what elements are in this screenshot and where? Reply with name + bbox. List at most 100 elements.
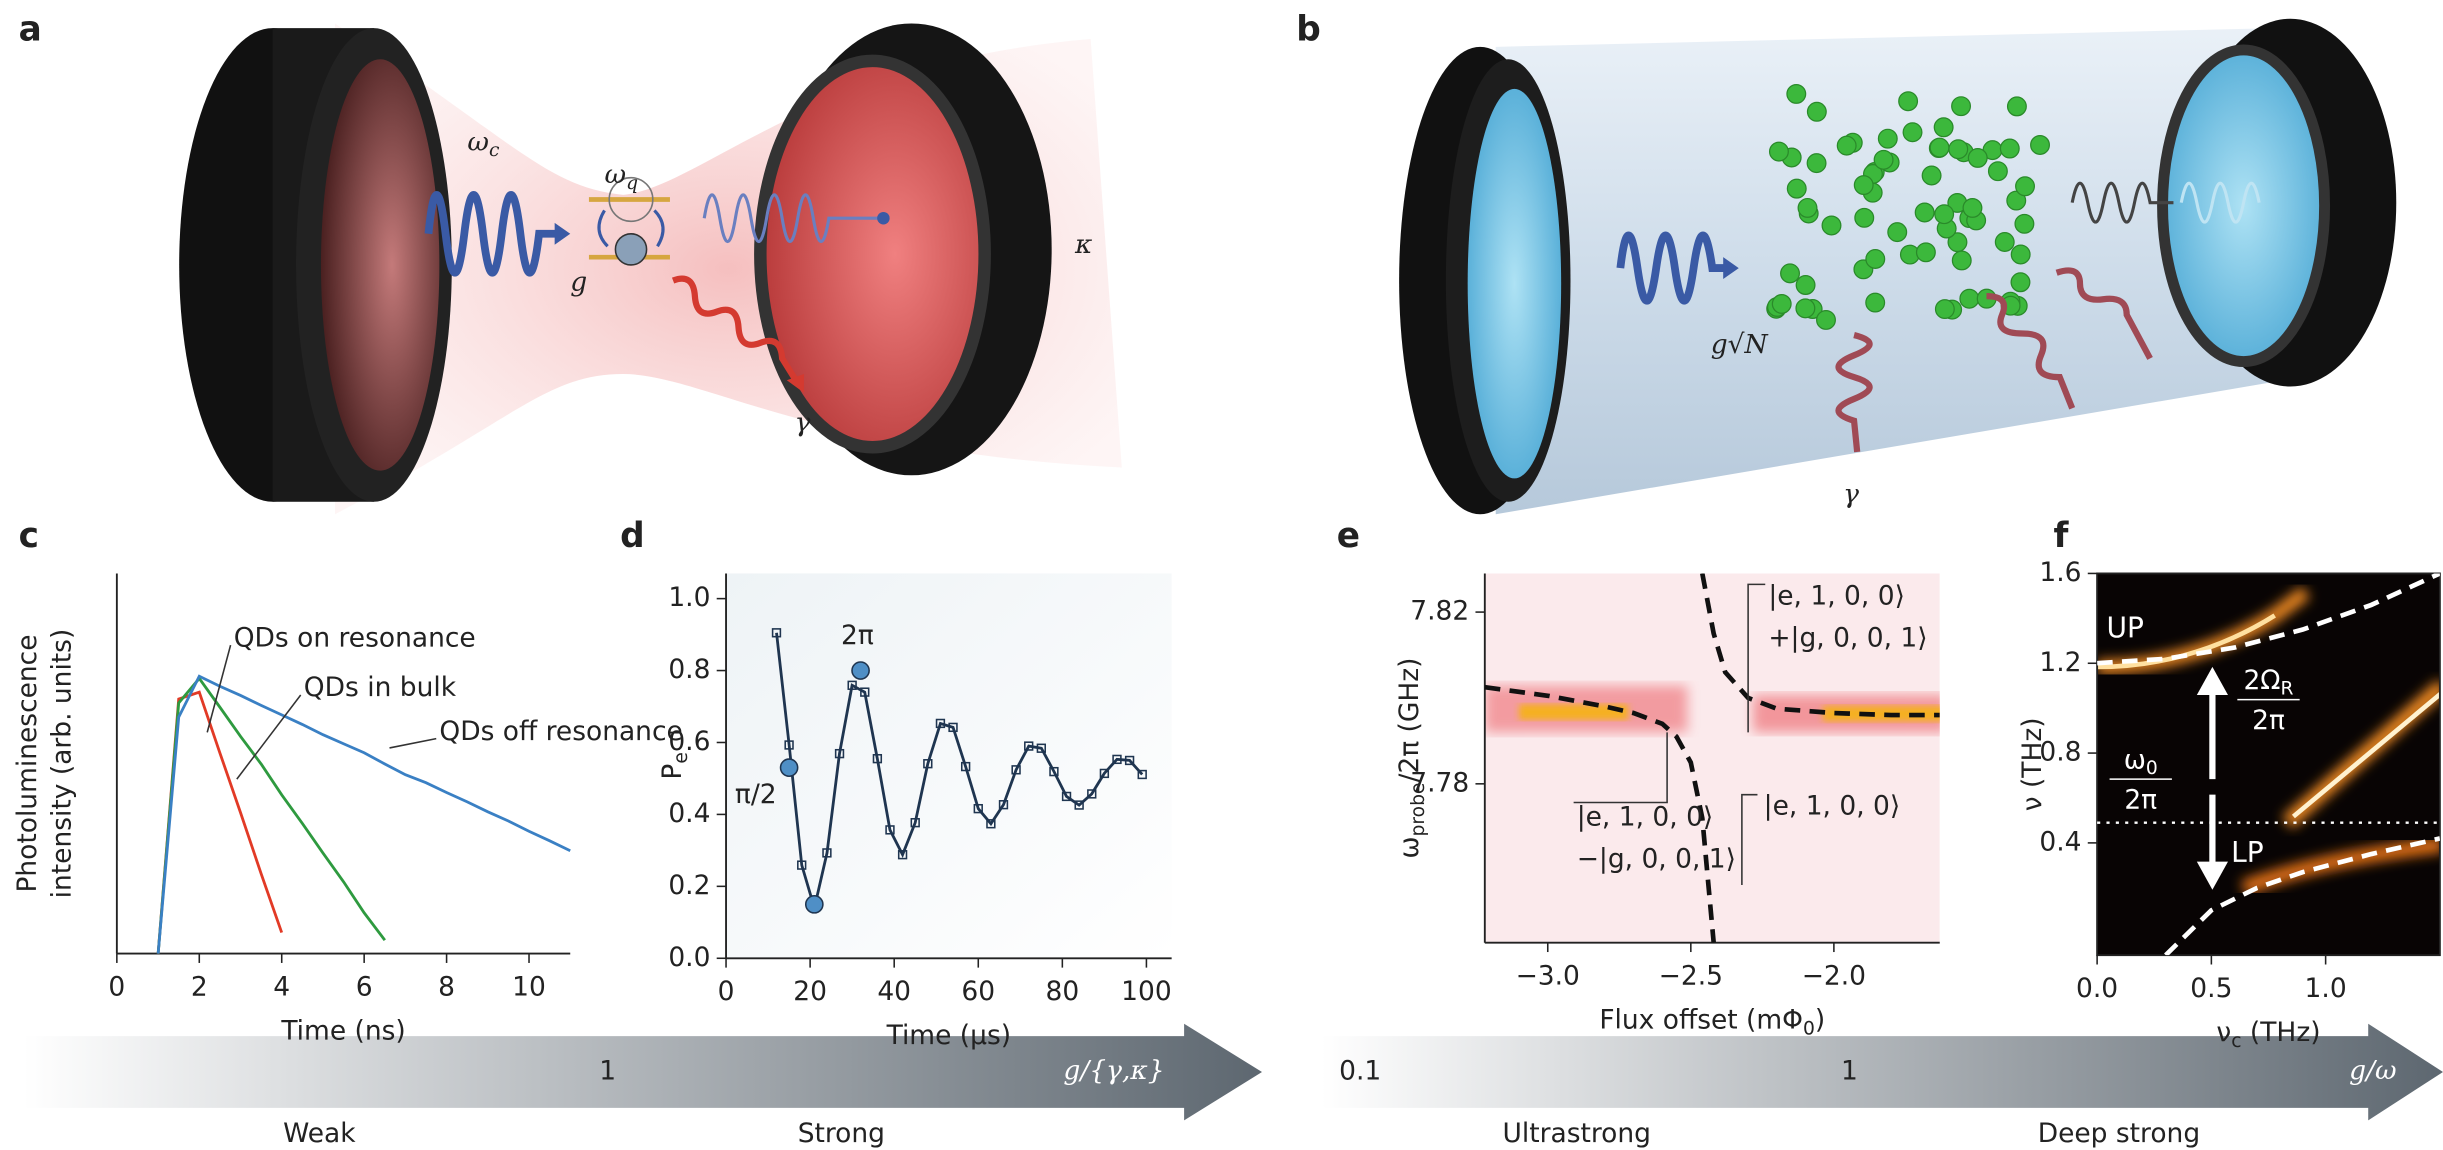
atom — [1934, 118, 1953, 137]
atom — [2016, 177, 2035, 196]
branch-label: UP — [2106, 612, 2143, 645]
atom — [1952, 97, 1971, 116]
regime-label: Weak — [283, 1118, 356, 1149]
panel-label: a — [19, 10, 42, 50]
label-part: ω — [2124, 744, 2146, 775]
subscript: 0 — [2146, 758, 2158, 779]
state-label: |e, 1, 0, 0⟩ — [1764, 791, 1901, 822]
atom — [1935, 205, 1954, 224]
diagram-b: g√N γ — [1399, 19, 2396, 514]
atom — [1874, 150, 1893, 169]
x-tick-label: 2 — [191, 971, 208, 1002]
state-label: +|g, 0, 0, 1⟩ — [1768, 622, 1927, 653]
x-tick-label: 8 — [438, 971, 455, 1002]
atom — [1936, 300, 1955, 319]
omega-c: ωc — [467, 126, 500, 161]
state-label: |e, 1, 0, 0⟩ — [1577, 802, 1714, 833]
wave-end — [877, 212, 889, 224]
coupling-g: g — [570, 267, 587, 298]
atom — [1952, 251, 1971, 270]
y-axis-label: intensity (arb. units) — [46, 629, 77, 899]
x-tick-label: 0.5 — [2190, 973, 2232, 1004]
atom — [1854, 176, 1873, 195]
atom — [1995, 233, 2014, 252]
atom — [1837, 136, 1856, 155]
x-axis-label: Time (μs) — [886, 1020, 1011, 1051]
atom — [1949, 140, 1968, 159]
gamma: γ — [1843, 479, 1859, 510]
atom — [1888, 223, 1907, 242]
fraction-denominator: 2π — [2124, 784, 2157, 815]
y-axis-label: ωprobe/2π (GHz) — [1394, 657, 1429, 858]
subscript: c — [489, 140, 500, 161]
y-axis-label: Photoluminescence — [12, 634, 43, 892]
page: Cavity coupling regimes html, body { mar… — [0, 0, 2443, 1150]
figure: ωc ωq g κ γ g√N γ — [0, 0, 2443, 1150]
y-tick-label: 0.8 — [668, 654, 710, 685]
label-part: Time (ns) — [280, 1015, 405, 1046]
body: { "panel_labels": ["a", "b", "c", "d", "… — [0, 0, 2443, 1150]
x-axis-label: Time (ns) — [280, 1015, 405, 1046]
highlight-point — [806, 896, 823, 913]
scale-axis-label: g/ω — [2349, 1055, 2396, 1086]
atom — [2008, 97, 2027, 116]
kappa: κ — [1074, 229, 1092, 260]
subscript: probe — [1407, 783, 1428, 837]
fraction-denominator: 2π — [2252, 705, 2285, 736]
mirror-glass — [1468, 89, 1561, 479]
regime-label: Deep strong — [2038, 1118, 2200, 1149]
y-tick-label: 1.6 — [2039, 557, 2081, 588]
coupling-label: g√N — [1711, 329, 1769, 360]
x-axis-label: Flux offset (mΦ0) — [1599, 1004, 1825, 1039]
y-tick-label: 0.2 — [668, 870, 710, 901]
label-part: intensity (arb. units) — [46, 629, 77, 899]
regime-label: Strong — [798, 1118, 885, 1149]
label-part: Flux offset (mΦ — [1599, 1004, 1803, 1035]
atom — [2011, 245, 2030, 264]
y-tick-label: 7.82 — [1410, 596, 1469, 627]
label-part: ν — [2216, 1017, 2231, 1048]
x-tick-label: 80 — [1046, 976, 1080, 1007]
regime-label: Ultrastrong — [1503, 1118, 1651, 1149]
y-axis-label: ν (THz) — [2017, 717, 2048, 811]
atom — [1807, 154, 1826, 173]
label-part: ) — [1815, 1004, 1825, 1035]
x-tick-label: −2.5 — [1659, 960, 1723, 991]
x-axis-label: νc (THz) — [2216, 1017, 2320, 1052]
y-axis-label: Pe — [657, 752, 692, 779]
x-tick-label: 0 — [108, 971, 125, 1002]
y-tick-label: 1.0 — [668, 582, 710, 613]
subscript: R — [2281, 678, 2294, 699]
diagram-a: ωc ωq g κ γ — [179, 23, 1122, 514]
highlight-point — [781, 759, 798, 776]
label-part: (THz) — [2242, 1017, 2321, 1048]
x-tick-label: 1.0 — [2305, 973, 2347, 1004]
scale-mark: 1 — [599, 1056, 616, 1087]
panel-label: c — [19, 516, 39, 556]
atom — [1796, 299, 1815, 318]
x-tick-label: 10 — [512, 971, 546, 1002]
label-part: Time (μs) — [886, 1020, 1011, 1051]
atom — [1989, 162, 2008, 181]
panel-label: d — [620, 516, 645, 556]
leader-line — [390, 739, 437, 748]
y-tick-label: 0.4 — [668, 798, 710, 829]
atom — [1807, 102, 1826, 121]
atom — [1917, 243, 1936, 262]
atom — [1822, 216, 1841, 235]
atom — [2000, 139, 2019, 158]
series-label: QDs on resonance — [234, 622, 476, 653]
atom — [1899, 92, 1918, 111]
y-tick-label: 0.4 — [2039, 826, 2081, 857]
atom — [1770, 142, 1789, 161]
scale-mark: 1 — [1841, 1056, 1858, 1087]
atom — [1798, 199, 1817, 218]
series-line — [158, 678, 385, 953]
x-tick-label: 0.0 — [2076, 973, 2118, 1004]
atom — [1787, 179, 1806, 198]
atom — [1866, 250, 1885, 269]
series-label: QDs in bulk — [304, 672, 457, 703]
annotation: π/2 — [735, 779, 777, 810]
atom — [1787, 85, 1806, 104]
